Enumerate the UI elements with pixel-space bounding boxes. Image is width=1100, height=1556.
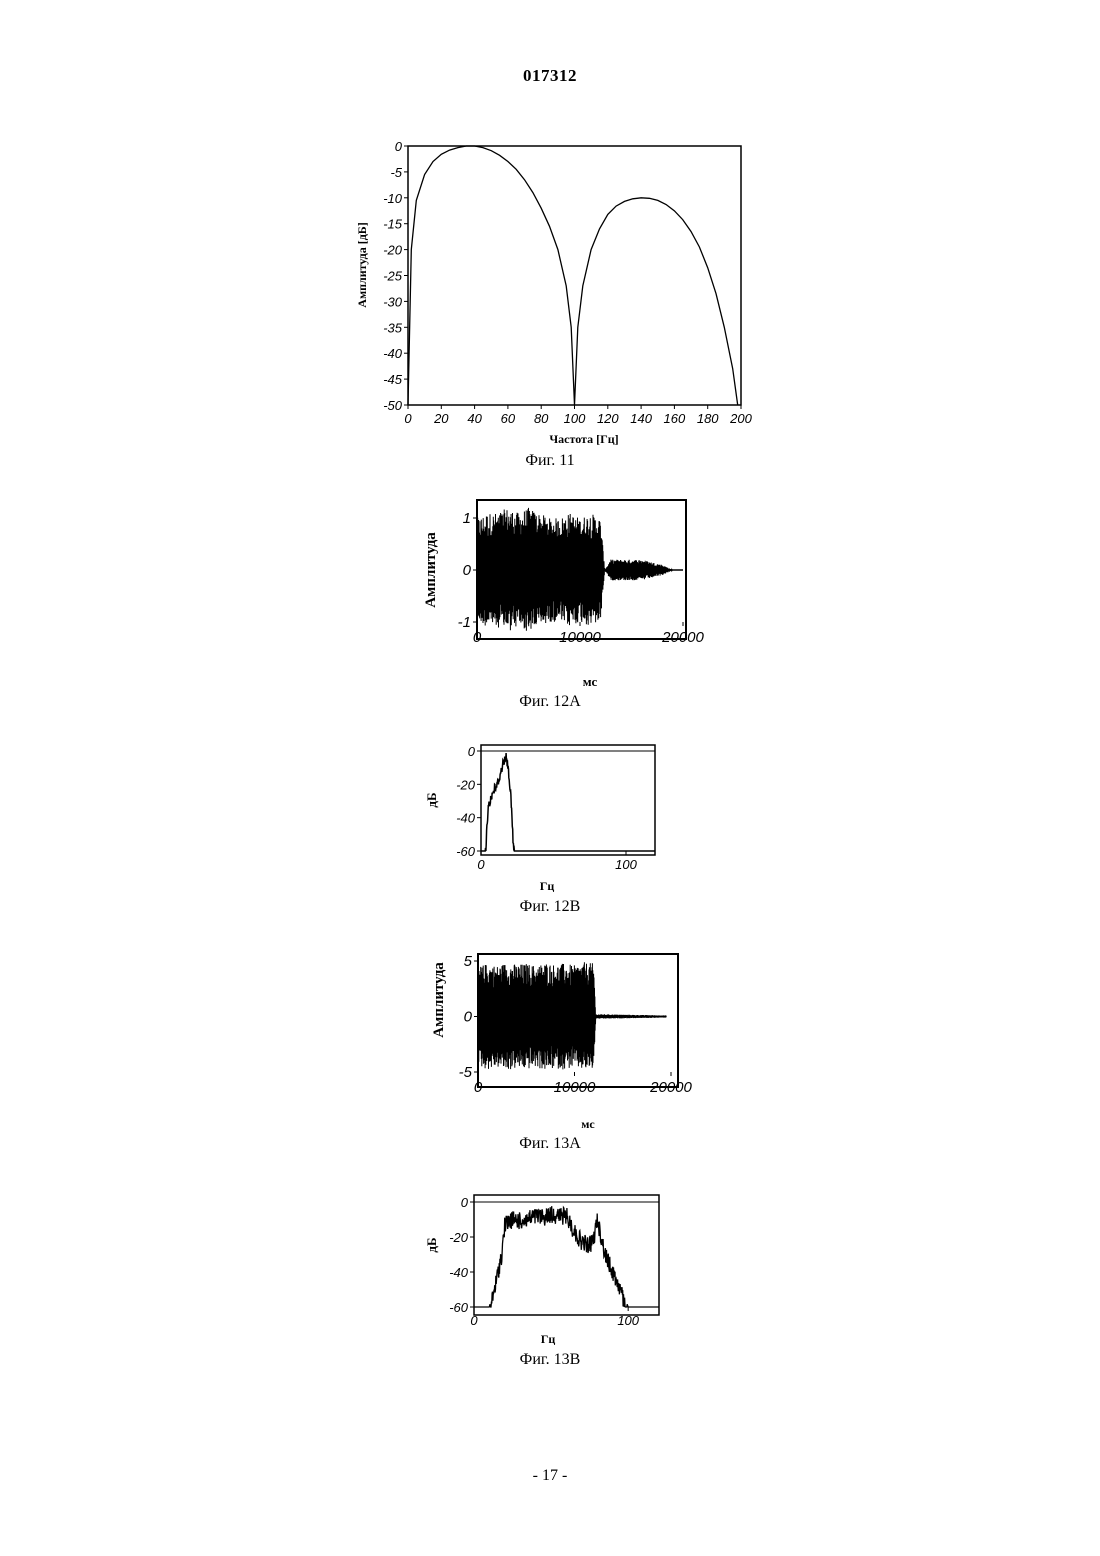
fig13b-ylabel: дБ bbox=[424, 1237, 439, 1252]
figure-12a-caption: Фиг. 12А bbox=[0, 693, 1100, 711]
x-tick-label: 10000 bbox=[554, 1079, 596, 1096]
fig11-ylabel: Амплитуда [дБ] bbox=[355, 222, 369, 307]
x-tick-label: 40 bbox=[467, 411, 482, 426]
y-tick-label: -20 bbox=[449, 1230, 469, 1245]
fig11-plot-frame bbox=[408, 146, 741, 405]
figure-13a-caption: Фиг. 13А bbox=[0, 1135, 1100, 1153]
fig11-data-line bbox=[408, 146, 738, 405]
y-tick-label: -5 bbox=[390, 165, 402, 180]
x-tick-label: 0 bbox=[470, 1313, 478, 1328]
fig12b-spectrum-trace bbox=[481, 753, 655, 851]
y-tick-label: 0 bbox=[468, 744, 476, 759]
x-tick-label: 0 bbox=[474, 1079, 483, 1096]
fig11-xlabel: Частота [Гц] bbox=[549, 432, 618, 446]
x-tick-label: 80 bbox=[534, 411, 549, 426]
fig13b-xlabel: Гц bbox=[541, 1332, 556, 1346]
fig13b-plot-frame bbox=[474, 1195, 659, 1315]
x-tick-label: 0 bbox=[477, 857, 485, 872]
x-tick-label: 120 bbox=[597, 411, 619, 426]
page-number: - 17 - bbox=[0, 1467, 1100, 1485]
figure-12b-caption: Фиг. 12В bbox=[0, 898, 1100, 916]
y-tick-label: -30 bbox=[383, 294, 403, 309]
y-tick-label: 0 bbox=[461, 1195, 469, 1210]
y-tick-label: -15 bbox=[383, 217, 403, 232]
fig13b-spectrum-trace bbox=[474, 1206, 659, 1307]
x-tick-label: 10000 bbox=[559, 629, 601, 646]
fig12a-signal-trace bbox=[477, 508, 683, 631]
x-tick-label: 100 bbox=[615, 857, 637, 872]
y-tick-label: 0 bbox=[464, 1009, 473, 1026]
y-tick-label: -1 bbox=[458, 614, 471, 631]
x-tick-label: 200 bbox=[729, 411, 752, 426]
y-tick-label: -45 bbox=[383, 372, 403, 387]
x-tick-label: 160 bbox=[664, 411, 686, 426]
y-tick-label: -25 bbox=[383, 269, 403, 284]
x-tick-label: 0 bbox=[404, 411, 412, 426]
y-tick-label: -60 bbox=[456, 844, 476, 859]
fig13a-plot-frame bbox=[478, 954, 678, 1087]
x-tick-label: 20 bbox=[433, 411, 449, 426]
y-tick-label: 0 bbox=[463, 562, 472, 579]
y-tick-label: -5 bbox=[459, 1064, 473, 1081]
fig13a-signal-trace bbox=[478, 962, 666, 1069]
y-tick-label: -35 bbox=[383, 320, 403, 335]
fig12a-xlabel: мс bbox=[583, 674, 598, 689]
fig12b-plot-frame bbox=[481, 745, 655, 855]
y-tick-label: -40 bbox=[456, 811, 476, 826]
y-tick-label: -20 bbox=[383, 243, 403, 258]
fig13a-xlabel: мс bbox=[581, 1117, 595, 1131]
x-tick-label: 140 bbox=[630, 411, 652, 426]
fig12a-plot-frame bbox=[477, 500, 686, 639]
x-tick-label: 0 bbox=[473, 629, 482, 646]
y-tick-label: 5 bbox=[464, 953, 473, 970]
y-tick-label: 0 bbox=[395, 139, 403, 154]
y-tick-label: -40 bbox=[383, 346, 403, 361]
x-tick-label: 100 bbox=[564, 411, 586, 426]
x-tick-label: 20000 bbox=[649, 1079, 692, 1096]
fig12b-ylabel: дБ bbox=[424, 792, 439, 807]
x-tick-label: 60 bbox=[501, 411, 516, 426]
fig12b-xlabel: Гц bbox=[540, 879, 555, 893]
y-tick-label: -10 bbox=[383, 191, 403, 206]
y-tick-label: -40 bbox=[449, 1265, 469, 1280]
document-number: 017312 bbox=[0, 66, 1100, 86]
y-tick-label: -50 bbox=[383, 398, 403, 413]
y-tick-label: 1 bbox=[463, 510, 471, 527]
y-tick-label: -20 bbox=[456, 777, 476, 792]
x-tick-label: 20000 bbox=[661, 629, 704, 646]
fig12a-ylabel: Амплитуда bbox=[423, 532, 439, 608]
x-tick-label: 180 bbox=[697, 411, 719, 426]
figure-11-caption: Фиг. 11 bbox=[0, 452, 1100, 470]
y-tick-label: -60 bbox=[449, 1300, 469, 1315]
x-tick-label: 100 bbox=[617, 1313, 639, 1328]
figure-13b-caption: Фиг. 13В bbox=[0, 1351, 1100, 1369]
fig13a-ylabel: Амплитуда bbox=[431, 962, 447, 1038]
